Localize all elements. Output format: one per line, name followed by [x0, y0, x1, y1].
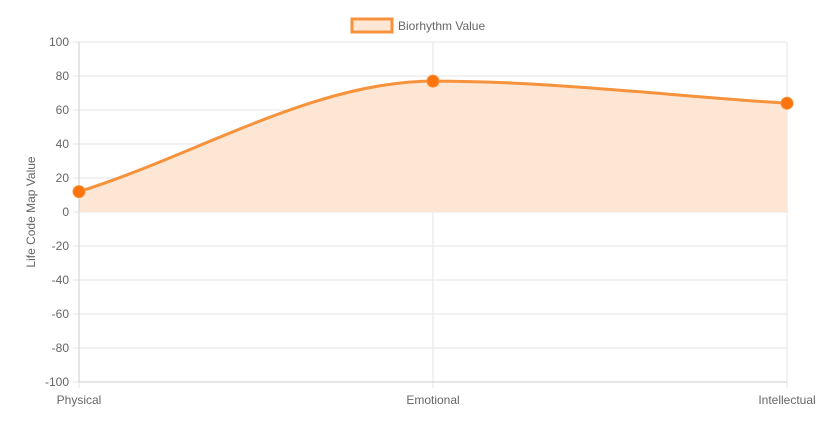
data-points [72, 74, 794, 199]
y-tick-label: -100 [45, 375, 69, 389]
axes [78, 42, 787, 383]
y-tick-label: -20 [52, 239, 70, 253]
y-tick-label: 80 [56, 69, 70, 83]
x-tick-label: Emotional [406, 393, 459, 407]
y-tick-label: -40 [52, 273, 70, 287]
legend-swatch[interactable] [350, 17, 394, 34]
y-tick-label: 60 [56, 103, 70, 117]
y-tick-labels: 100 80 60 40 20 0 -20 -40 -60 -80 -100 [45, 35, 69, 389]
data-point[interactable] [72, 185, 86, 199]
y-tick-label: -80 [52, 341, 70, 355]
y-tick-label: -60 [52, 307, 70, 321]
y-tick-label: 100 [49, 35, 69, 49]
x-tick-label: Physical [57, 393, 102, 407]
legend[interactable]: Biorhythm Value [350, 17, 485, 34]
series-area [79, 81, 787, 212]
y-axis-title: Life Code Map Value [24, 156, 38, 268]
x-tick-labels: Physical Emotional Intellectual [57, 393, 816, 407]
x-tick-label: Intellectual [758, 393, 815, 407]
data-point[interactable] [780, 96, 794, 110]
y-tick-label: 0 [62, 205, 69, 219]
area-layer [77, 79, 789, 212]
y-tick-label: 20 [56, 171, 70, 185]
data-point[interactable] [426, 74, 440, 88]
legend-label[interactable]: Biorhythm Value [398, 19, 485, 33]
y-tick-label: 40 [56, 137, 70, 151]
